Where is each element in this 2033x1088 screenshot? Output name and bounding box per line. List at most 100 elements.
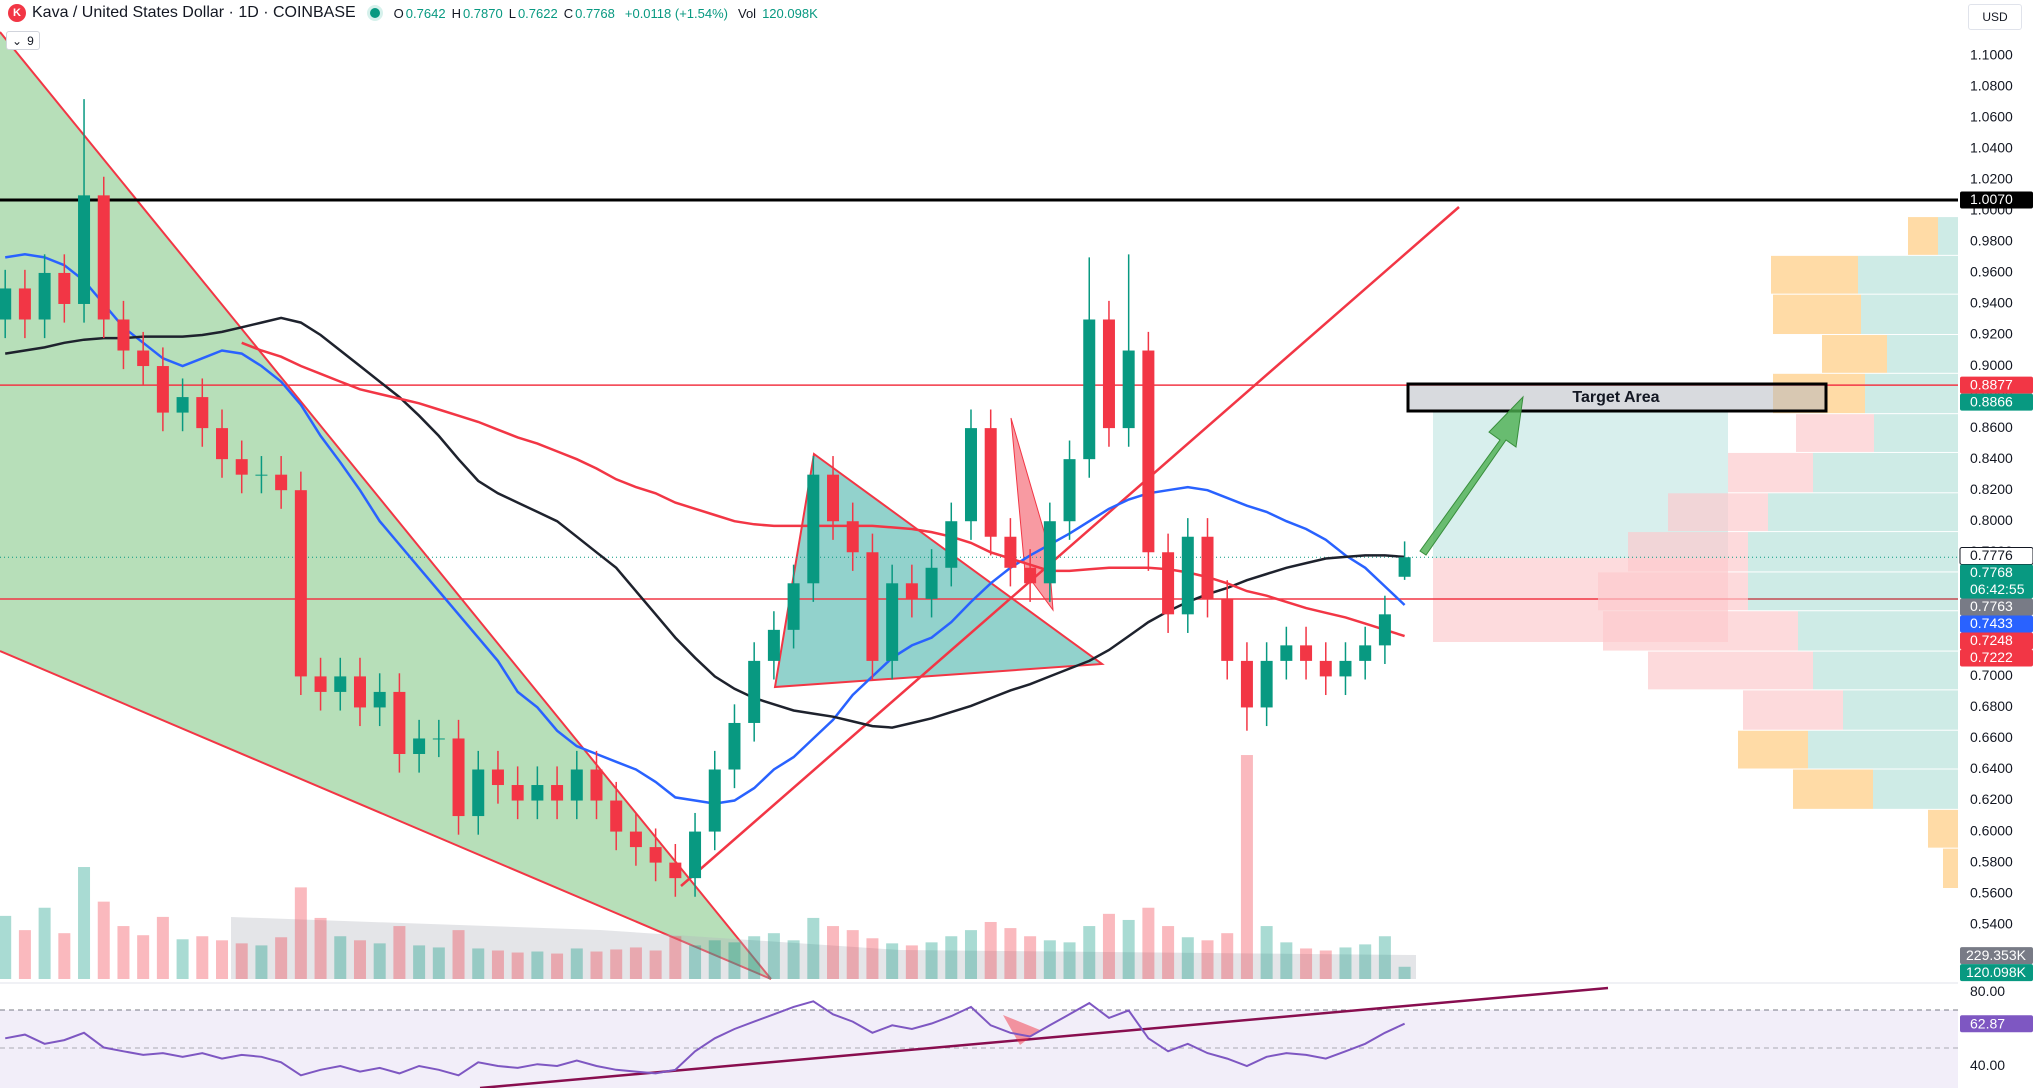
candle-body <box>196 397 209 429</box>
volume-bar <box>58 933 71 979</box>
candle-body <box>1359 645 1372 661</box>
price-badge-label: 0.7433 <box>1970 615 2013 631</box>
candle-body <box>413 738 426 754</box>
profile-down <box>1908 217 1938 255</box>
candle-body <box>1240 660 1253 708</box>
candle-body <box>275 474 288 491</box>
volume-bar <box>275 937 288 979</box>
profile-up <box>1843 690 1958 730</box>
profile-down <box>1668 493 1768 532</box>
ohlc-key: C <box>563 5 574 21</box>
volume-bar <box>590 951 603 979</box>
candle-body <box>78 195 91 304</box>
profile-down <box>1822 335 1887 373</box>
volume-bar <box>531 951 544 979</box>
volume-bar <box>1240 755 1253 979</box>
price-axis <box>1960 0 2033 1088</box>
volume-ma-badge-bg <box>1960 947 2033 965</box>
volume-bar <box>491 950 504 979</box>
rsi-band <box>0 1010 1958 1088</box>
candle-body <box>255 474 268 476</box>
volume-bar <box>1378 936 1391 979</box>
candle-body <box>748 660 761 723</box>
profile-up <box>1798 611 1958 651</box>
candle-body <box>1280 645 1293 661</box>
volume-ma-area <box>231 917 1416 979</box>
volume-bar <box>570 948 583 979</box>
profile-up <box>1861 294 1958 335</box>
volume-bar <box>1142 907 1155 979</box>
candle-body <box>511 785 524 801</box>
y-tick-label: 1.0200 <box>1970 171 2013 187</box>
y-tick-label: 0.6400 <box>1970 760 2013 776</box>
candle-body <box>432 738 445 740</box>
y-tick-label: 0.6200 <box>1970 791 2013 807</box>
ohlc-key: H <box>451 5 461 21</box>
symbol-title[interactable]: Kava / United States Dollar · 1D · COINB… <box>32 4 356 21</box>
candle-body <box>1339 660 1352 677</box>
volume-bar <box>649 950 662 979</box>
candle-body <box>1122 350 1135 429</box>
y-tick-label: 1.1000 <box>1970 46 2013 62</box>
y-tick-label: 1.0800 <box>1970 77 2013 93</box>
volume-bar <box>984 921 997 979</box>
candle-body <box>669 862 682 879</box>
candle-body <box>531 785 544 801</box>
ohlc-values: O 0.7642 H 0.7870 L 0.7622 C 0.7768 <box>394 6 619 21</box>
candle-body <box>1260 660 1273 708</box>
price-badge-label: 0.8877 <box>1970 376 2013 392</box>
moving-average <box>5 253 1406 805</box>
volume-bar <box>137 935 150 979</box>
candle-body <box>235 459 248 475</box>
volume-bar <box>78 867 91 979</box>
y-tick-label: 0.6800 <box>1970 698 2013 714</box>
candle-body <box>38 272 51 320</box>
candle-body <box>314 676 327 692</box>
candle-body <box>0 288 12 320</box>
volume-bar <box>353 940 366 979</box>
candle-body <box>1142 350 1155 553</box>
candle-body <box>176 397 189 413</box>
price-badge-label: 1.0070 <box>1970 191 2013 207</box>
candle-body <box>649 847 662 863</box>
volume-bar <box>708 940 721 979</box>
volume-label: 120.098K <box>1966 964 2027 980</box>
y-tick-label: 0.9600 <box>1970 264 2013 280</box>
volume-bar <box>18 930 31 979</box>
candle-body <box>728 722 741 770</box>
volume-bar <box>629 947 642 979</box>
profile-up <box>1813 651 1958 690</box>
legend-header: K Kava / United States Dollar · 1D · COI… <box>8 4 822 22</box>
volume-bar <box>905 945 918 979</box>
candle-body <box>590 769 603 801</box>
market-status <box>369 8 380 18</box>
candle-body <box>156 366 169 413</box>
profile-down <box>1771 255 1858 294</box>
currency-button[interactable]: USD <box>1968 4 2022 30</box>
candle-body <box>1063 459 1076 522</box>
profile-down <box>1628 532 1748 572</box>
volume-bar <box>728 942 741 979</box>
candle-body <box>767 629 780 661</box>
ohlc-value: 0.7870 <box>462 5 503 21</box>
volume-bar <box>945 936 958 979</box>
y-tick-label: 0.9000 <box>1970 357 2013 373</box>
price-badge-bg <box>1960 191 2033 209</box>
volume-bar <box>846 930 859 979</box>
volume-bar <box>216 940 229 979</box>
volume-bar <box>413 945 426 979</box>
volume-bar <box>1162 926 1175 979</box>
rsi-flag <box>1003 1015 1040 1045</box>
volume-badge-bg <box>1960 964 2033 982</box>
indicator-menu[interactable]: ⌄ 9 <box>6 31 40 50</box>
candle-body <box>18 288 31 320</box>
profile-down <box>1728 452 1813 493</box>
y-tick-label: 0.8000 <box>1970 512 2013 528</box>
price-badge-bg <box>1960 615 2033 633</box>
candle-body <box>1004 536 1017 568</box>
candle-body <box>846 521 859 553</box>
volume-bar <box>1339 947 1352 979</box>
volume-bar <box>314 917 327 979</box>
candle-body <box>945 521 958 568</box>
candle-body <box>905 583 918 599</box>
